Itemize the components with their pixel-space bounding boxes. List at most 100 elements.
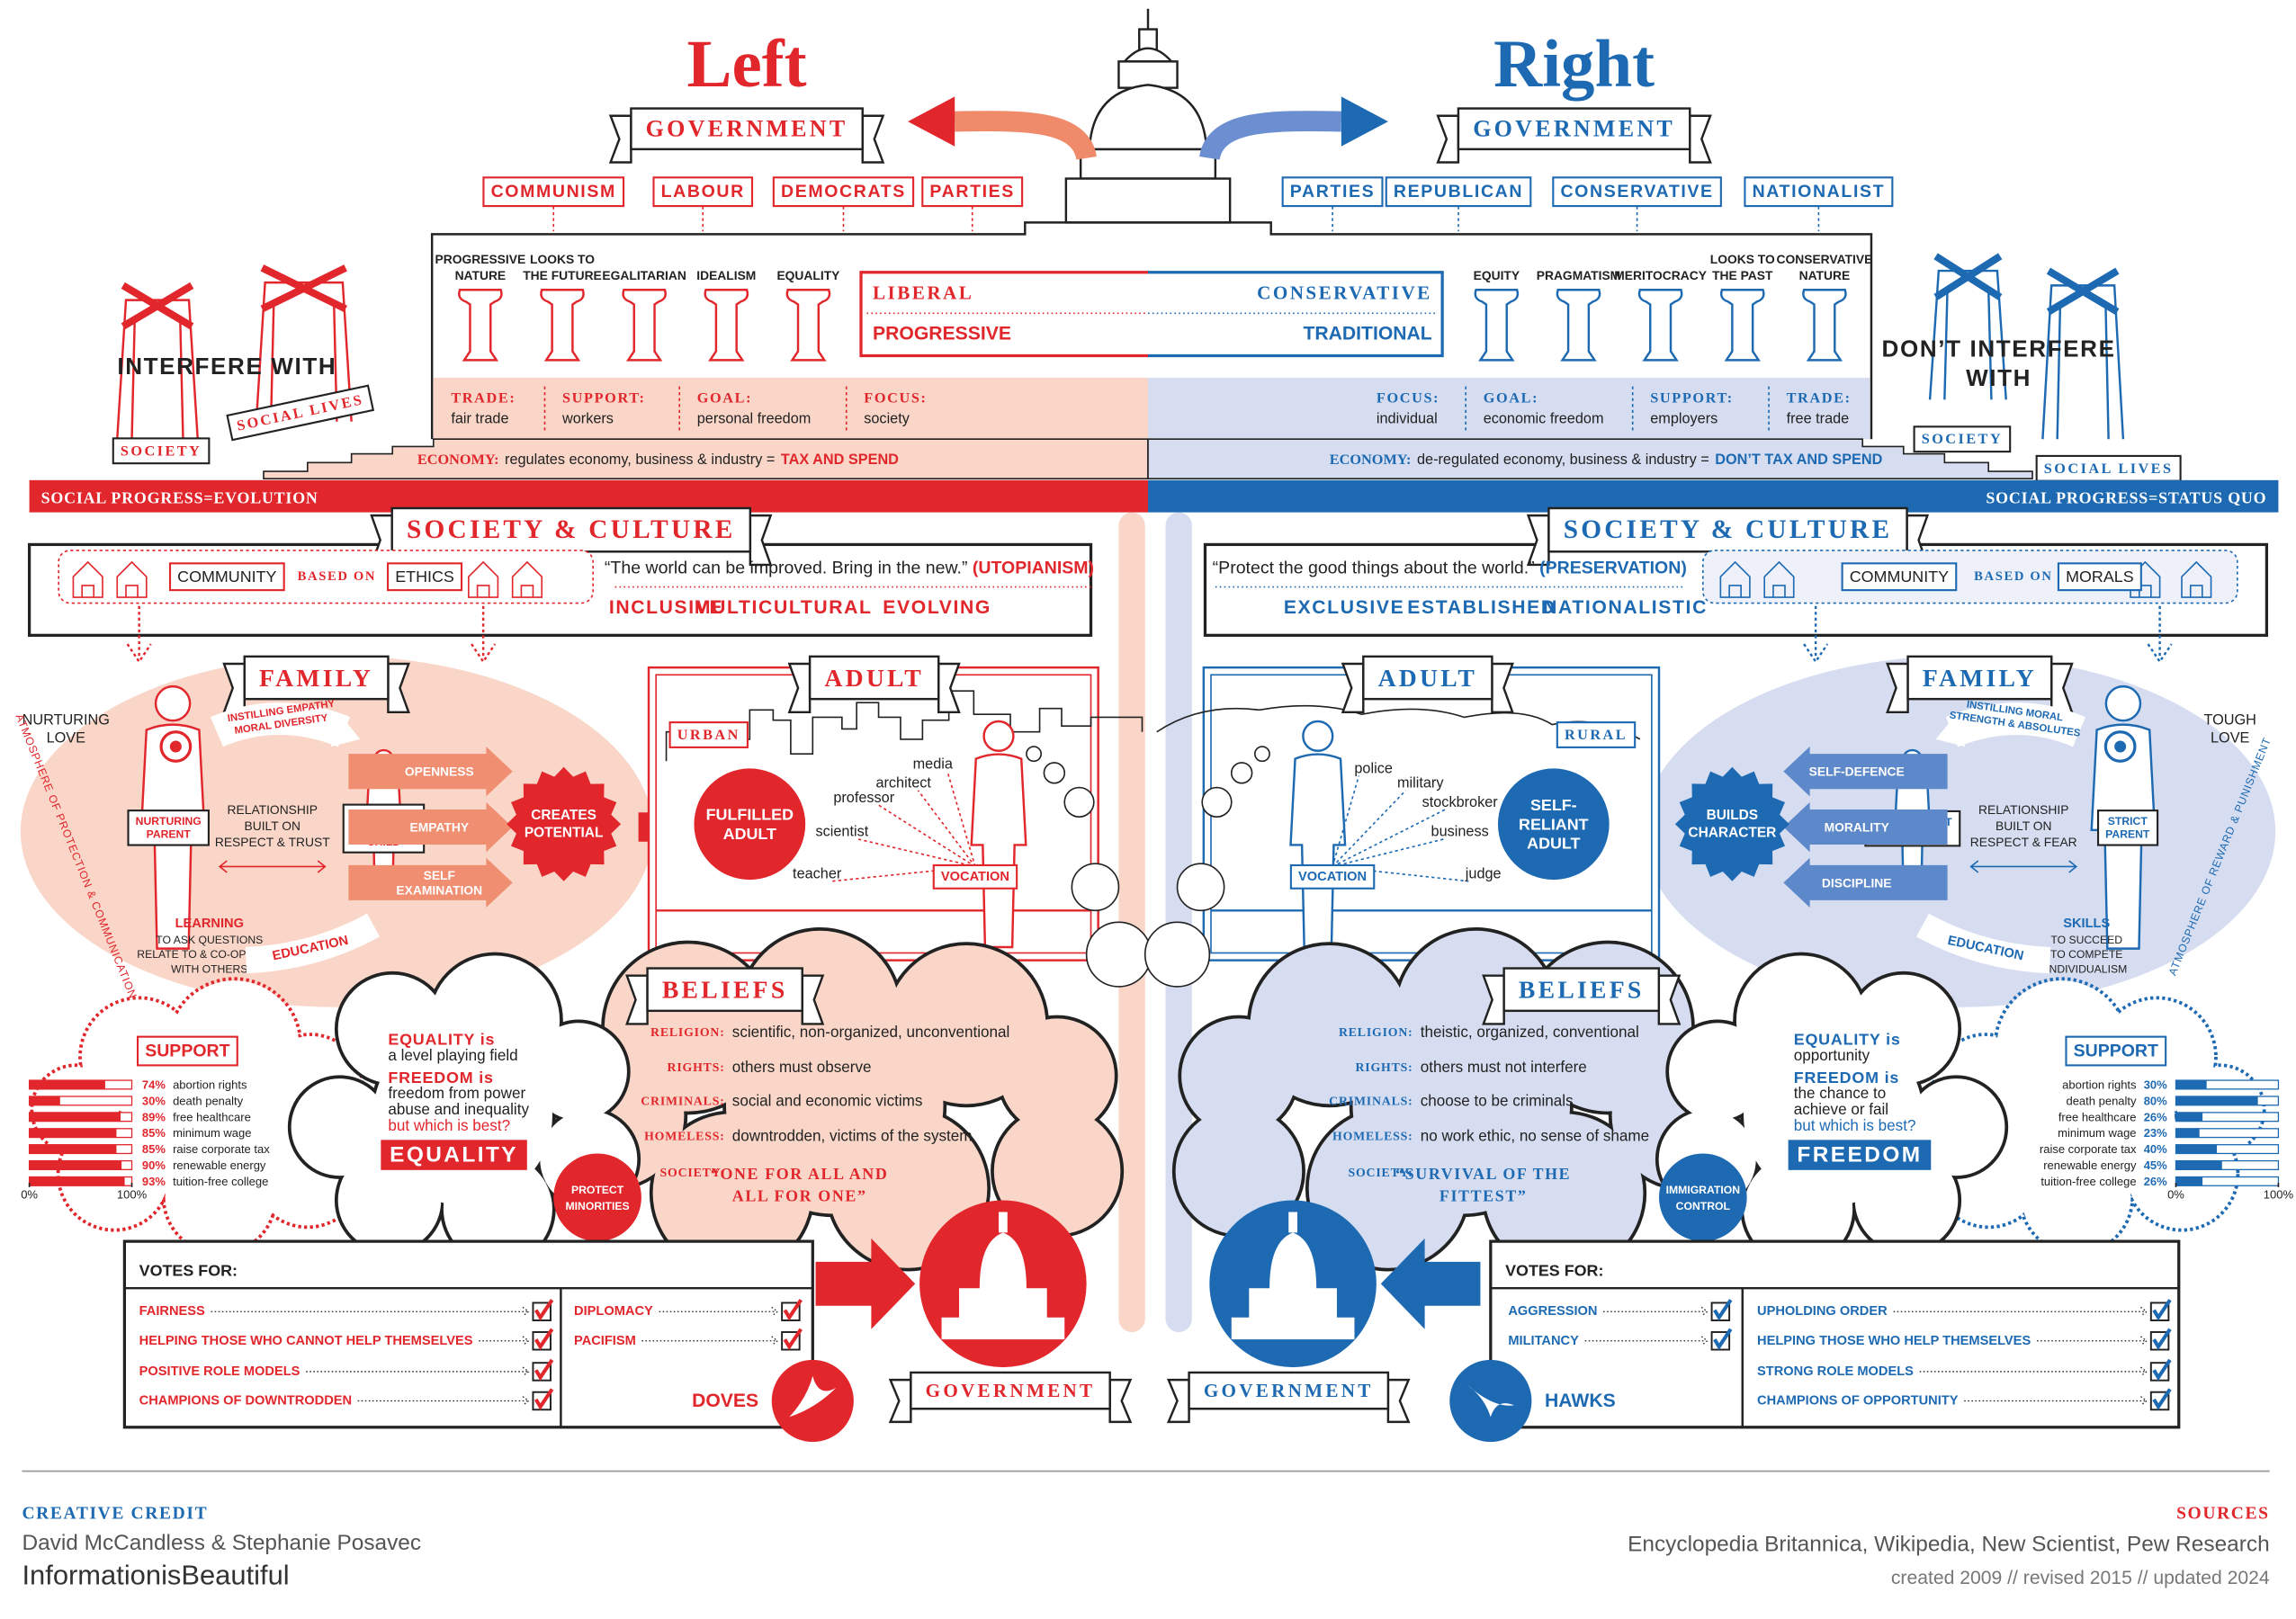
based-on-label: BASED ON bbox=[298, 569, 376, 584]
pillar-label: PRAGMATISM bbox=[1537, 268, 1620, 282]
economy-text: regulates economy, business & industry = bbox=[505, 452, 775, 468]
heart bbox=[169, 740, 182, 753]
banner-text: SOCIETY & CULTURE bbox=[407, 515, 736, 544]
society-motto: “ONE FOR ALL AND bbox=[711, 1165, 889, 1183]
learning-detail: RELATE TO & CO-OPERATE bbox=[137, 948, 282, 961]
banner-text: FAMILY bbox=[1923, 664, 2037, 692]
stat-key: GOAL: bbox=[1484, 390, 1538, 407]
belief-value: choose to be criminals bbox=[1421, 1092, 1574, 1109]
label-box bbox=[932, 863, 1018, 890]
banner-tail bbox=[1166, 1378, 1190, 1424]
economy-text: ECONOMY: de-regulated economy, business &… bbox=[1330, 452, 1883, 468]
outcome-label: CHARACTER bbox=[1688, 826, 1776, 841]
support-bar bbox=[29, 1144, 117, 1154]
banner-text: GOVERNMENT bbox=[1473, 116, 1675, 142]
culture-keyword: NATIONALISTIC bbox=[1543, 597, 1708, 618]
pillar-label: CONSERVATIVE bbox=[1776, 252, 1872, 266]
quote-quote: “Protect the good things about the world… bbox=[1213, 558, 1539, 577]
parent-tag: PARENT bbox=[147, 828, 192, 841]
votes-box bbox=[1489, 1239, 2181, 1429]
answer-box bbox=[1788, 1140, 1932, 1170]
parent-tag: PARENT bbox=[2105, 828, 2150, 841]
support-bar bbox=[2175, 1176, 2203, 1186]
vote-item: POSITIVE ROLE MODELS bbox=[139, 1364, 300, 1379]
relationship-arrow bbox=[218, 860, 327, 873]
result-circle bbox=[1497, 768, 1610, 881]
ideology-label: TRADITIONAL bbox=[1303, 324, 1431, 344]
banner-tail bbox=[888, 1378, 912, 1424]
social-progress-bar bbox=[29, 479, 1149, 513]
ideal-text: achieve or fail bbox=[1794, 1101, 1888, 1118]
banner-box bbox=[630, 107, 864, 151]
banner-text: GOVERNMENT bbox=[1204, 1380, 1374, 1401]
society-motto: FITTEST” bbox=[1439, 1187, 1528, 1205]
cloud-fill bbox=[33, 1067, 120, 1153]
culture-keyword: EVOLVING bbox=[883, 597, 991, 618]
result-label: SELF- bbox=[1530, 796, 1577, 814]
learning-label: LEARNING bbox=[175, 917, 244, 931]
setting-tag: RURAL bbox=[1565, 727, 1628, 743]
banner-tail bbox=[861, 114, 885, 164]
banner-tail bbox=[1436, 114, 1460, 164]
support-bar bbox=[29, 1128, 117, 1138]
stat-key: SUPPORT: bbox=[1650, 390, 1734, 407]
vote-leader bbox=[1584, 1336, 1709, 1346]
pillar bbox=[1474, 289, 1520, 362]
support-item-label: minimum wage bbox=[2058, 1126, 2136, 1140]
support-item-label: death penalty bbox=[2066, 1094, 2137, 1107]
check-mark bbox=[534, 1328, 554, 1351]
house-icon bbox=[2181, 560, 2212, 598]
vote-leader bbox=[306, 1366, 530, 1377]
profession-label: military bbox=[1397, 775, 1444, 792]
frame bbox=[1928, 269, 2007, 400]
culture-keyword: ESTABLISHED bbox=[1407, 597, 1556, 618]
house-icon bbox=[468, 560, 499, 598]
vote-leader bbox=[357, 1396, 530, 1406]
label-box bbox=[387, 562, 463, 592]
thought-bubble bbox=[1253, 746, 1270, 763]
cloud-outline bbox=[2123, 1115, 2240, 1232]
support-bar bbox=[2175, 1096, 2258, 1105]
banner-tail bbox=[1689, 114, 1712, 164]
vote-leader bbox=[1964, 1396, 2148, 1406]
house-icon bbox=[116, 560, 148, 598]
banner-tail bbox=[1386, 1378, 1411, 1424]
support-bar bbox=[2175, 1080, 2207, 1089]
stat-value: individual bbox=[1377, 410, 1438, 426]
love-label: NURTURING bbox=[22, 712, 110, 729]
trait-arrow bbox=[1783, 747, 1948, 797]
vote-item: CHAMPIONS OF OPPORTUNITY bbox=[1757, 1394, 1959, 1409]
check-mark bbox=[534, 1358, 554, 1382]
vote-item: MILITANCY bbox=[1508, 1334, 1579, 1348]
quote-quote: “The world can be improved. Bring in the… bbox=[605, 558, 973, 577]
culture-keyword: INCLUSIVE bbox=[609, 597, 723, 618]
quote: “Protect the good things about the world… bbox=[1213, 558, 1687, 577]
pillar-label: EGALITARIAN bbox=[602, 268, 686, 282]
pillar-label: LOOKS TO bbox=[1710, 252, 1775, 266]
education-band bbox=[245, 913, 381, 974]
header-arrow bbox=[954, 111, 1097, 161]
belief-key: RELIGION: bbox=[650, 1025, 725, 1039]
support-tick-label: 100% bbox=[117, 1188, 148, 1202]
support-track bbox=[2175, 1176, 2280, 1186]
support-value-label: 30% bbox=[2144, 1078, 2167, 1091]
capitol-silhouette bbox=[941, 1212, 1065, 1340]
vote-item: FAIRNESS bbox=[139, 1304, 205, 1319]
pillar bbox=[1637, 289, 1683, 362]
economy-key: ECONOMY: bbox=[417, 452, 499, 468]
cloud-fill bbox=[1907, 1078, 2005, 1176]
trait-arrow bbox=[1783, 857, 1948, 908]
votes-title: VOTES FOR: bbox=[139, 1262, 238, 1280]
ideal-key: EQUALITY is bbox=[1794, 1031, 1901, 1049]
policy-circle bbox=[553, 1153, 641, 1242]
support-bar bbox=[2175, 1112, 2203, 1122]
vote-leader bbox=[659, 1306, 779, 1317]
support-item-label: renewable energy bbox=[2043, 1158, 2137, 1172]
banner-tail bbox=[608, 114, 632, 164]
cloud-fill bbox=[529, 1023, 627, 1121]
profession-leader bbox=[946, 771, 976, 867]
culture-keyword: MULTICULTURAL bbox=[695, 597, 873, 618]
bird-icon bbox=[789, 1375, 837, 1418]
pillar-label: PROGRESSIVE bbox=[435, 252, 526, 266]
